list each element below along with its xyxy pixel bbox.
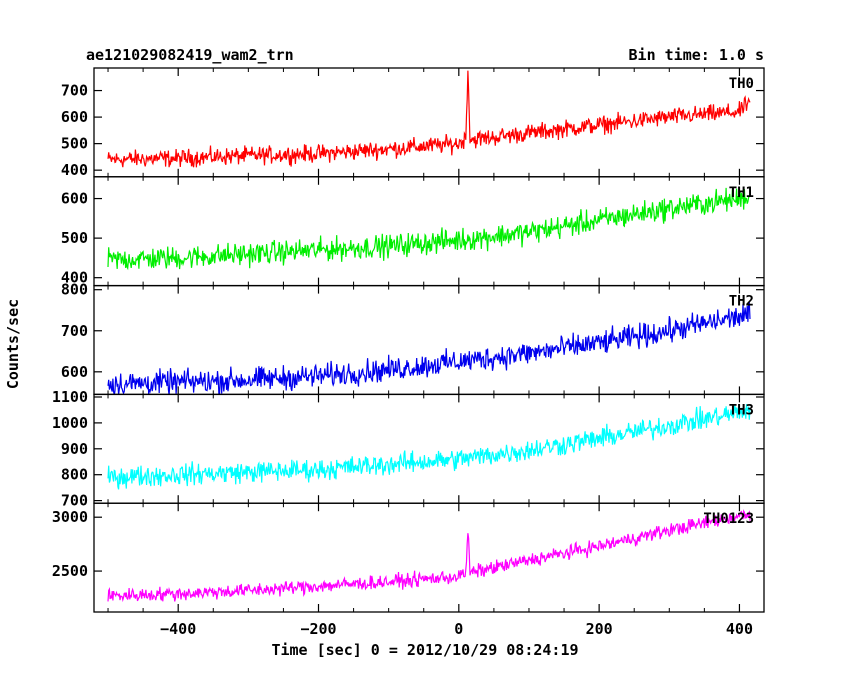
- y-axis-label: Counts/sec: [4, 299, 22, 389]
- x-tick-label: 400: [726, 620, 753, 638]
- panel-label-th3: TH3: [729, 402, 754, 418]
- y-tick-label: 400: [61, 161, 88, 179]
- y-tick-label: 700: [61, 322, 88, 340]
- x-tick-label: −400: [160, 620, 196, 638]
- y-tick-label: 400: [61, 269, 88, 287]
- y-tick-label: 800: [61, 466, 88, 484]
- chart-title: ae121029082419_wam2_trn: [86, 46, 294, 64]
- x-axis-label: Time [sec] 0 = 2012/10/29 08:24:19: [271, 641, 578, 659]
- series-line-th3: [107, 403, 751, 490]
- panel-frame-th0123: [93, 502, 765, 613]
- y-tick-label: 1100: [52, 388, 88, 406]
- x-tick-label: −200: [300, 620, 336, 638]
- x-tick-label: 200: [586, 620, 613, 638]
- y-tick-label: 800: [61, 281, 88, 299]
- panel-label-th0123: TH0123: [703, 511, 754, 527]
- series-line-th0: [107, 70, 751, 168]
- y-tick-label: 600: [61, 190, 88, 208]
- series-line-th0123: [107, 509, 751, 603]
- y-tick-label: 2500: [52, 562, 88, 580]
- panel-label-th2: TH2: [729, 294, 754, 310]
- y-tick-label: 600: [61, 363, 88, 381]
- y-tick-label: 3000: [52, 508, 88, 526]
- y-tick-label: 700: [61, 82, 88, 100]
- panel-label-th0: TH0: [729, 76, 754, 92]
- panel-frame-th1: [93, 176, 765, 287]
- y-tick-label: 500: [61, 135, 88, 153]
- y-tick-label: 700: [61, 492, 88, 510]
- bin-time-label: Bin time: 1.0 s: [629, 46, 764, 64]
- y-tick-label: 500: [61, 229, 88, 247]
- panel-frame-th2: [93, 284, 765, 396]
- panel-label-th1: TH1: [729, 185, 754, 201]
- panel-frame-th3: [93, 393, 765, 504]
- y-tick-label: 900: [61, 440, 88, 458]
- y-tick-label: 600: [61, 108, 88, 126]
- series-line-th2: [107, 301, 751, 395]
- y-tick-label: 1000: [52, 414, 88, 432]
- series-line-th1: [107, 187, 750, 271]
- x-tick-label: 0: [454, 620, 463, 638]
- panels-group: 400 500 600 700 TH0 400 500 600 TH1 600 700 800 TH2 7…: [52, 67, 765, 638]
